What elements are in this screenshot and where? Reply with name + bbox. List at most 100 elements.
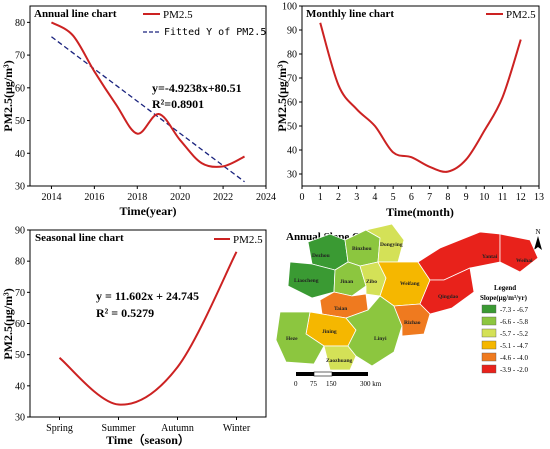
slope-map: Annual Slope Graph N Dezhou — [275, 223, 542, 388]
legend-class-label: -4.6 - -4.0 — [500, 354, 528, 362]
monthly-ylabel: PM2.5(μg/m³) — [275, 60, 289, 131]
x-tick-label: Summer — [102, 423, 137, 434]
annual-legend: PM2.5 Fitted Y of PM2.5 — [143, 9, 266, 38]
x-tick-label: 9 — [464, 192, 469, 203]
x-tick-label: 5 — [391, 192, 396, 203]
city-weihai: Weihai — [516, 258, 533, 264]
x-tick-label: 12 — [516, 192, 526, 203]
annual-plot-frame — [29, 5, 267, 187]
y-tick-label: 30 — [15, 182, 25, 193]
scale-tick-150: 150 — [326, 380, 337, 388]
x-tick-label: 0 — [300, 192, 305, 203]
legend-class-label: -6.6 - -5.8 — [500, 318, 528, 326]
annual-pm25-line — [50, 21, 245, 168]
y-tick-label: 100 — [282, 2, 297, 13]
y-tick-label: 50 — [15, 116, 25, 127]
north-label: N — [535, 228, 540, 236]
city-taian: Taian — [334, 306, 347, 312]
x-tick-label: 4 — [372, 192, 377, 203]
region-heze — [275, 311, 325, 365]
legend-swatch — [481, 304, 497, 314]
y-tick-label: 80 — [15, 18, 25, 29]
x-tick-label: 11 — [498, 192, 508, 203]
city-binzhou: Binzhou — [352, 246, 372, 252]
y-tick-label: 30 — [287, 170, 297, 181]
y-tick-label: 70 — [15, 288, 25, 299]
seasonal-title: Seasonal line chart — [35, 232, 124, 244]
x-tick-label: 3 — [354, 192, 359, 203]
scale-tick-300: 300 km — [360, 380, 382, 388]
annual-title: Annual line chart — [34, 8, 117, 20]
seasonal-equation: y = 11.602x + 24.745 — [96, 289, 199, 303]
scale-tick-75: 75 — [310, 380, 318, 388]
annual-xlabel: Time(year) — [119, 204, 176, 218]
legend-class-label: -5.1 - -4.7 — [500, 342, 528, 350]
y-tick-label: 40 — [15, 381, 25, 392]
map-legend: Legend Slope(μg/m³/yr) -7.3 - -6.7 -6.6 -… — [480, 284, 528, 374]
north-arrow-icon: N — [534, 228, 542, 250]
x-tick-label: 2022 — [213, 192, 233, 203]
city-weifang: Weifang — [400, 281, 420, 287]
legend-swatch — [481, 364, 497, 374]
x-tick-label: 8 — [445, 192, 450, 203]
city-zaozhuang: Zaozhuang — [326, 358, 353, 364]
x-tick-label: 2014 — [41, 192, 61, 203]
annual-ylabel: PM2.5(μg/m³) — [1, 60, 15, 131]
x-tick-label: 10 — [479, 192, 489, 203]
city-dezhou: Dezhou — [312, 253, 330, 259]
y-tick-label: 80 — [287, 50, 297, 61]
city-qingdao: Qingdao — [438, 294, 458, 300]
legend-swatch — [481, 316, 497, 326]
annual-r2: R²=0.8901 — [152, 97, 204, 111]
seasonal-chart: Seasonal line chart 30 40 50 60 70 80 90 Sprin… — [1, 226, 267, 447]
seasonal-ylabel: PM2.5(μg/m³) — [1, 288, 15, 359]
region-rizhao — [393, 303, 431, 337]
x-tick-label: 2020 — [170, 192, 190, 203]
x-tick-label: Autumn — [161, 423, 194, 434]
map-city-labels: Dezhou Binzhou Dongying Liaocheng Jinan … — [286, 242, 533, 364]
city-rizhao: Rizhao — [404, 320, 421, 326]
scale-tick-0: 0 — [294, 380, 298, 388]
city-jinan: Jinan — [340, 279, 353, 285]
scale-bar: 0 75 150 300 km — [294, 371, 382, 388]
y-tick-label: 50 — [15, 350, 25, 361]
map-legend-unit: Slope(μg/m³/yr) — [480, 294, 528, 302]
seasonal-pm25-line — [58, 251, 238, 406]
city-yantai: Yantai — [482, 254, 498, 260]
city-zibo: Zibo — [366, 279, 377, 285]
x-tick-label: Winter — [223, 423, 251, 434]
y-tick-label: 70 — [287, 74, 297, 85]
y-tick-label: 70 — [15, 51, 25, 62]
map-legend-title: Legend — [494, 284, 516, 292]
monthly-plot-frame — [301, 5, 540, 187]
region-weihai — [499, 233, 539, 273]
x-tick-label: 6 — [409, 192, 414, 203]
x-tick-label: 2016 — [84, 192, 104, 203]
region-linyi — [345, 295, 403, 367]
legend-class-label: -7.3 - -6.7 — [500, 306, 528, 314]
legend-class-label: -3.9 - -2.0 — [500, 366, 528, 374]
legend-swatch — [481, 352, 497, 362]
seasonal-legend-pm25-label: PM2.5 — [233, 234, 263, 246]
city-jining: Jining — [322, 329, 337, 335]
x-tick-label: 2018 — [127, 192, 147, 203]
seasonal-xlabel: Time（season） — [106, 432, 190, 447]
x-tick-label: Spring — [46, 423, 73, 434]
city-dongying: Dongying — [380, 242, 403, 248]
legend-swatch — [481, 328, 497, 338]
monthly-legend-pm25-label: PM2.5 — [506, 9, 536, 21]
seasonal-plot-frame — [29, 229, 267, 418]
x-tick-label: 1 — [318, 192, 323, 203]
x-tick-label: 7 — [427, 192, 432, 203]
map-regions — [275, 223, 539, 371]
city-linyi: Linyi — [374, 336, 387, 342]
y-tick-label: 50 — [287, 122, 297, 133]
seasonal-legend: PM2.5 — [214, 234, 263, 246]
x-tick-label: 2 — [336, 192, 341, 203]
seasonal-r2: R² = 0.5279 — [96, 306, 154, 320]
x-tick-label: 2024 — [256, 192, 276, 203]
y-tick-label: 90 — [15, 226, 25, 237]
city-liaocheng: Liaocheng — [294, 278, 319, 284]
